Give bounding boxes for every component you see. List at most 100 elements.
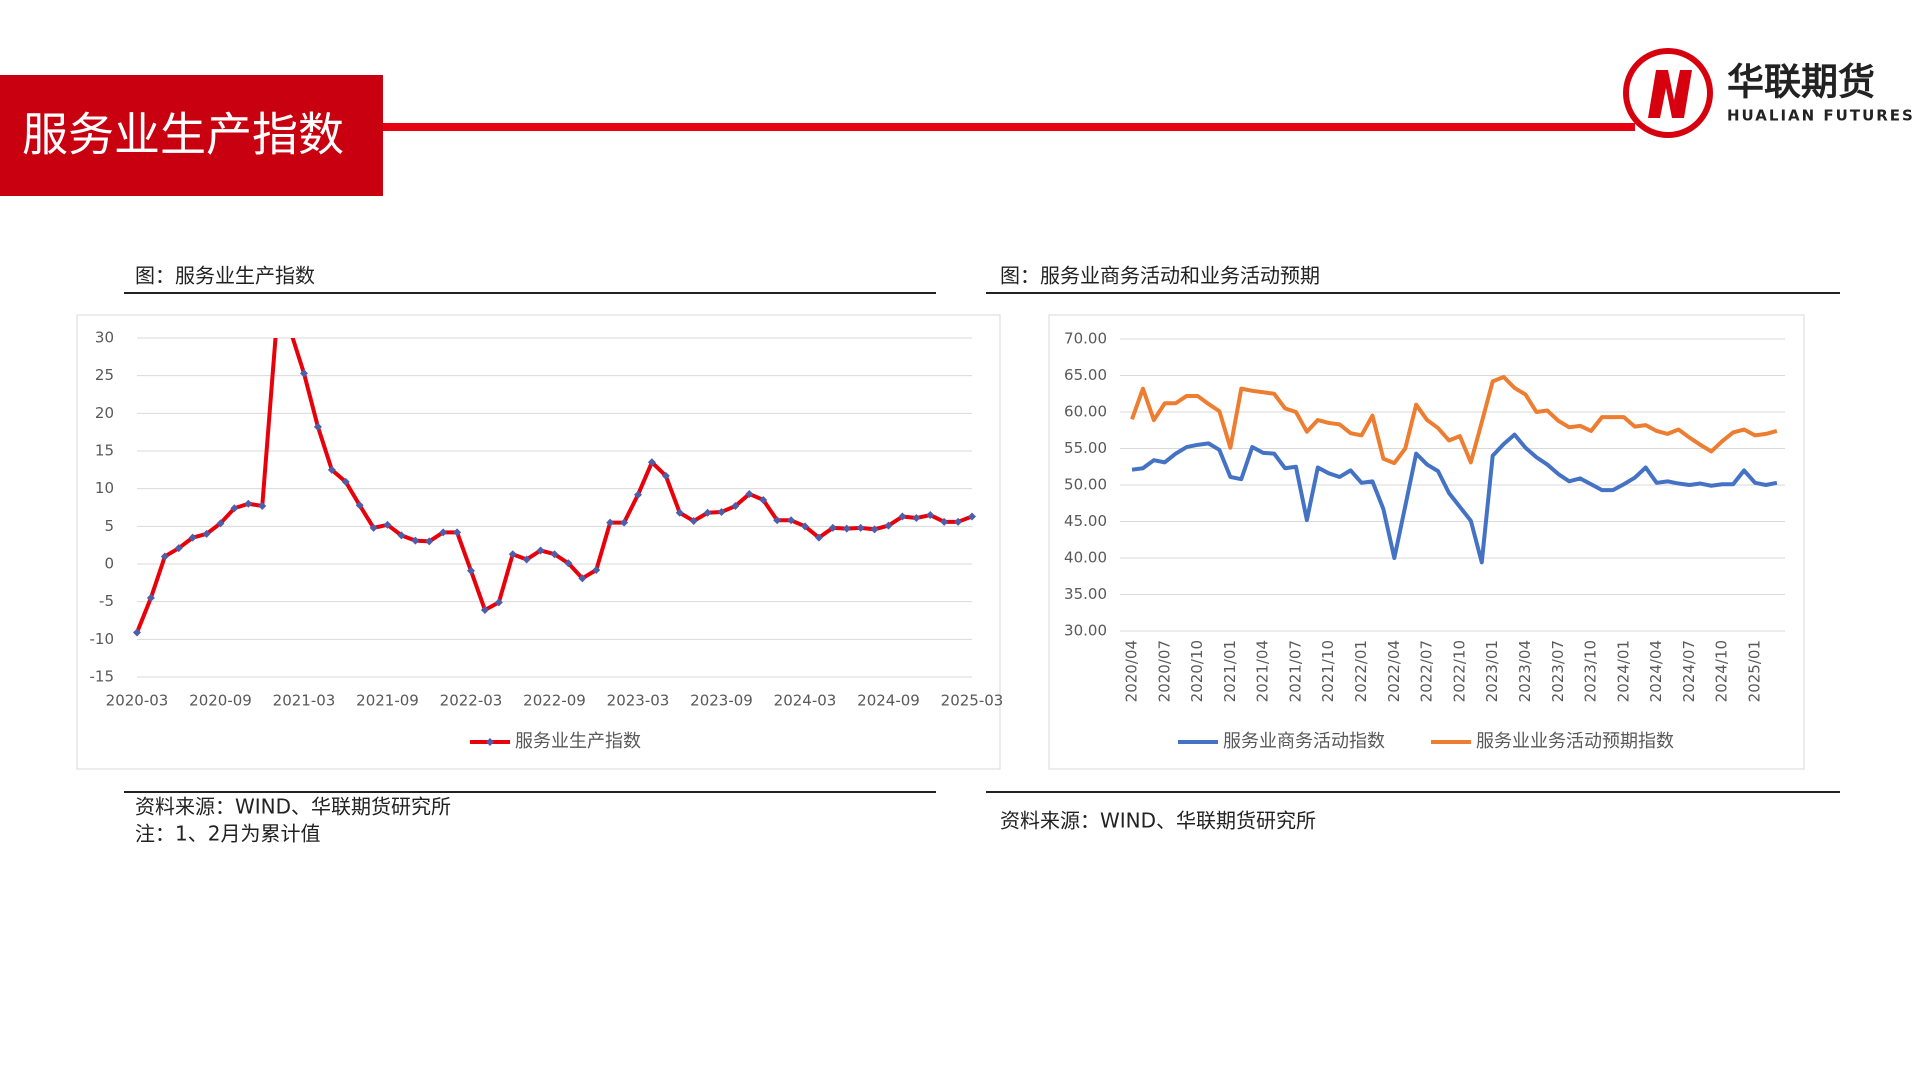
x-tick-label: 2022/07 (1418, 640, 1436, 702)
x-tick-label: 2022-03 (440, 692, 503, 710)
point (355, 501, 364, 510)
point (926, 511, 935, 520)
logo-mark (1623, 48, 1713, 138)
point (592, 566, 601, 575)
point (661, 471, 670, 480)
header-title: 服务业生产指数 (22, 108, 344, 162)
point (146, 593, 155, 602)
point (898, 512, 907, 521)
y-tick-label: 25 (95, 366, 114, 384)
point (174, 544, 183, 553)
point (230, 504, 239, 513)
series-line (1131, 432, 1778, 565)
y-tick-label: -15 (90, 668, 115, 686)
point (397, 531, 406, 540)
x-tick-label: 2023-03 (607, 692, 670, 710)
y-tick-label: 5 (104, 517, 114, 535)
logo-subtitle: HUALIAN FUTURES (1727, 107, 1915, 125)
point (313, 422, 322, 431)
x-tick-label: 2023/04 (1516, 640, 1534, 702)
point (773, 516, 782, 525)
point (564, 559, 573, 568)
chart-title: 图：服务业生产指数 (135, 264, 315, 288)
header-rule (383, 123, 1635, 131)
y-tick-label: 0 (104, 555, 114, 573)
source: 资料来源：WIND、华联期货研究所 (135, 795, 451, 819)
point (647, 458, 656, 467)
point (327, 465, 336, 474)
point (439, 528, 448, 537)
x-tick-label: 2020/04 (1123, 640, 1141, 702)
y-tick-label: 70.00 (1064, 330, 1107, 348)
point (689, 517, 698, 526)
point (244, 499, 253, 508)
x-tick-label: 2025/01 (1746, 640, 1764, 702)
point (620, 518, 629, 527)
point (731, 501, 740, 510)
y-tick-label: -5 (99, 592, 114, 610)
point (453, 528, 462, 537)
point (717, 508, 726, 517)
x-tick-label: 2021/04 (1254, 640, 1272, 702)
legend-label: 服务业商务活动指数 (1223, 731, 1385, 752)
point (258, 501, 267, 510)
point (188, 533, 197, 542)
x-tick-label: 2020-09 (189, 692, 252, 710)
y-tick-label: 60.00 (1064, 403, 1107, 421)
point (480, 605, 489, 614)
x-tick-label: 2023/07 (1549, 640, 1567, 702)
y-tick-label: -10 (90, 630, 115, 648)
point (286, 326, 294, 334)
logo-name: 华联期货 (1727, 61, 1875, 104)
x-tick-label: 2021/10 (1319, 640, 1337, 702)
source: 资料来源：WIND、华联期货研究所 (1000, 809, 1316, 833)
x-tick-label: 2021-03 (273, 692, 336, 710)
x-tick-label: 2024/07 (1680, 640, 1698, 702)
point (856, 523, 865, 532)
y-tick-label: 10 (95, 479, 114, 497)
point (912, 514, 921, 523)
point (870, 525, 879, 534)
y-tick-label: 20 (95, 404, 114, 422)
series-line (135, 338, 973, 634)
x-tick-label: 2023-09 (690, 692, 753, 710)
point (160, 552, 169, 561)
x-tick-label: 2021-09 (356, 692, 419, 710)
point (828, 523, 837, 532)
plot-area (1130, 374, 1778, 565)
point (272, 326, 280, 334)
point (467, 566, 475, 575)
x-tick-label: 2022/01 (1352, 640, 1370, 702)
point (968, 512, 976, 521)
legend-label: 服务业业务活动预期指数 (1476, 731, 1674, 752)
point (842, 524, 851, 533)
x-tick-label: 2024-03 (774, 692, 837, 710)
y-tick-label: 50.00 (1064, 476, 1107, 494)
x-tick-label: 2022-09 (523, 692, 586, 710)
y-tick-label: 30.00 (1064, 622, 1107, 640)
y-tick-label: 40.00 (1064, 549, 1107, 567)
legend-label: 服务业生产指数 (515, 731, 641, 752)
point (606, 518, 615, 527)
point (369, 523, 378, 532)
chart-title: 图：服务业商务活动和业务活动预期 (1000, 264, 1320, 288)
point (300, 369, 308, 378)
legend-marker (486, 738, 494, 746)
point (550, 550, 559, 559)
point (634, 490, 642, 499)
point (884, 521, 893, 530)
point (494, 598, 503, 607)
y-tick-label: 45.00 (1064, 512, 1107, 530)
x-tick-label: 2024-09 (857, 692, 920, 710)
plot-area (133, 326, 976, 637)
point (759, 495, 768, 504)
point (745, 489, 754, 498)
point (508, 550, 517, 559)
point (202, 529, 211, 538)
x-tick-label: 2022/04 (1385, 640, 1403, 702)
y-tick-label: 65.00 (1064, 366, 1107, 384)
y-tick-label: 35.00 (1064, 585, 1107, 603)
point (578, 574, 587, 583)
